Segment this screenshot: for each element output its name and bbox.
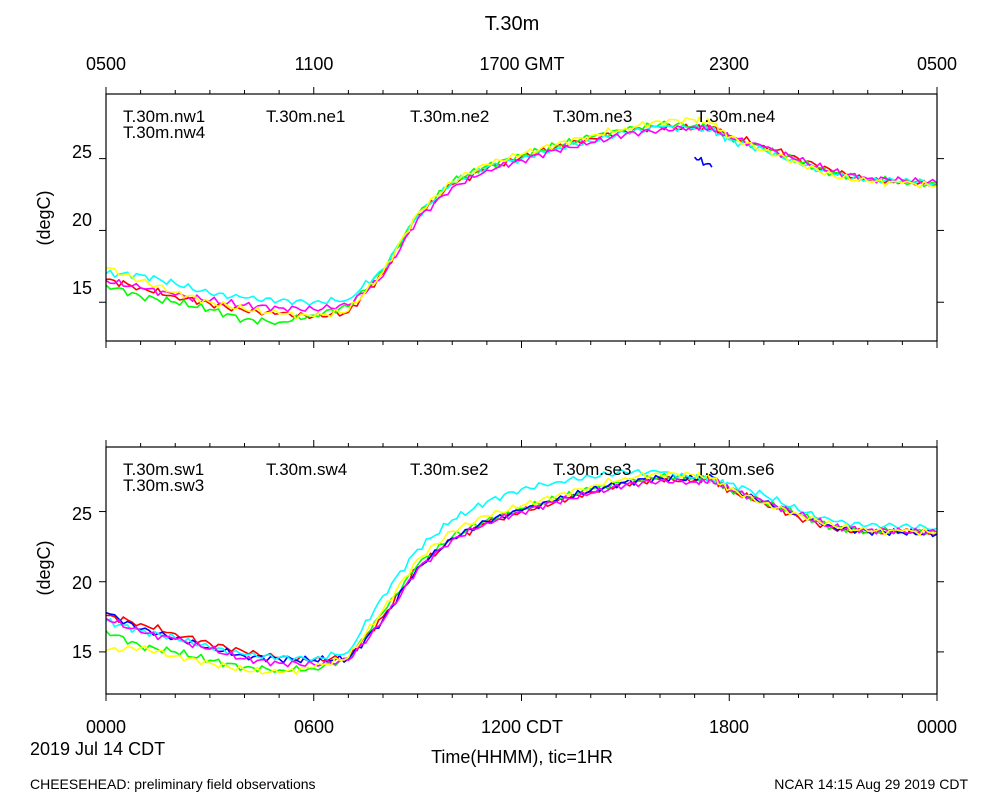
top-gmt-axis-labels: 0500 1100 1700 GMT 2300 0500 [86,54,957,74]
series-line-t-30m-sw4 [105,473,938,664]
top-series-lines [105,116,938,326]
series-line-t-30m-nw4 [105,120,938,326]
cdt-tick-label-0: 0000 [86,717,126,737]
gmt-tick-label-4: 0500 [917,54,957,74]
series-line-t-30m-ne2 [105,124,938,306]
legend-ne1: T.30m.ne1 [266,107,345,126]
legend-nw1: T.30m.nw1 [123,107,205,126]
top-legend: T.30m.nw1 T.30m.nw4 T.30m.ne1 T.30m.ne2 … [123,107,775,142]
x-axis-title: Time(HHMM), tic=1HR [431,747,613,767]
legend-se6: T.30m.se6 [696,460,774,479]
bottom-panel: (degC) 25 20 15 T.30m.sw1 T.30m.sw3 T.30… [34,440,944,701]
top-ytick-20: 20 [72,210,92,230]
legend-se2: T.30m.se2 [410,460,488,479]
cdt-tick-label-4: 0000 [917,717,957,737]
series-line-t-30m-ne1 [693,156,713,168]
bottom-ytick-25: 25 [72,504,92,524]
gmt-tick-label-2: 1700 GMT [479,54,564,74]
top-ylabel: (degC) [34,190,54,245]
top-ytick-25: 25 [72,142,92,162]
bottom-plot-frame [105,446,938,695]
bottom-cdt-axis-labels: 0000 0600 1200 CDT 1800 0000 [86,717,957,737]
legend-nw4: T.30m.nw4 [123,123,205,142]
footer-right: NCAR 14:15 Aug 29 2019 CDT [774,776,968,792]
gmt-tick-label-0: 0500 [86,54,126,74]
bottom-legend: T.30m.sw1 T.30m.sw3 T.30m.sw4 T.30m.se2 … [123,460,774,495]
top-plot-frame [105,93,938,342]
legend-ne3: T.30m.ne3 [553,107,632,126]
bottom-ytick-20: 20 [72,573,92,593]
legend-ne2: T.30m.ne2 [410,107,489,126]
top-axis-ticks [99,87,944,348]
top-panel: (degC) 25 20 15 T.30m.nw1 T.30m.nw4 T.30… [34,87,944,348]
series-line-t-30m-ne3 [105,124,938,313]
gmt-tick-label-1: 1100 [295,54,334,74]
legend-ne4: T.30m.ne4 [696,107,775,126]
series-line-t-30m-sw3 [105,472,938,673]
series-line-t-30m-sw1 [106,475,938,663]
cdt-tick-label-3: 1800 [709,717,749,737]
top-ytick-15: 15 [72,278,92,298]
cdt-tick-label-2: 1200 CDT [481,717,563,737]
series-line-t-30m-se6 [105,471,938,675]
chart-title: T.30m [485,13,539,35]
footer-left: CHEESEHEAD: preliminary field observatio… [30,776,316,792]
series-line-t-30m-nw1 [105,123,938,319]
cdt-tick-label-1: 0600 [294,717,334,737]
legend-sw3: T.30m.sw3 [123,476,204,495]
bottom-axis-ticks [99,440,944,701]
series-line-t-30m-ne4 [105,116,938,320]
legend-se3: T.30m.se3 [553,460,631,479]
bottom-series-lines [105,469,938,675]
bottom-ylabel: (degC) [34,540,54,595]
legend-sw1: T.30m.sw1 [123,460,204,479]
series-line-t-30m-se2 [105,469,938,663]
bottom-ytick-15: 15 [72,642,92,662]
gmt-tick-label-3: 2300 [709,54,749,74]
date-label: 2019 Jul 14 CDT [30,739,165,759]
legend-sw4: T.30m.sw4 [266,460,347,479]
